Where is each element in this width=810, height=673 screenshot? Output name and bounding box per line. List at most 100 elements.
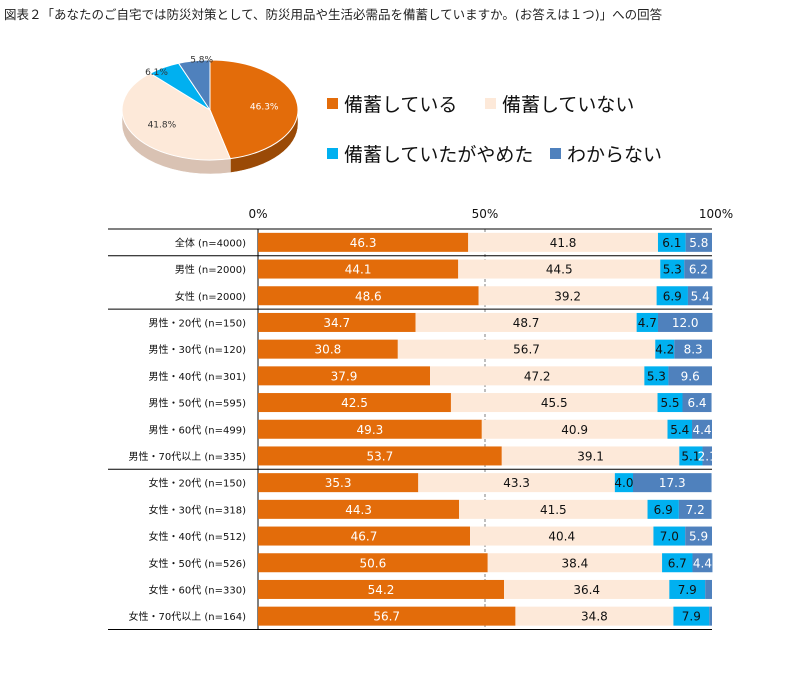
bar-label-6-0: 42.5 <box>341 396 368 410</box>
row-label-12: 女性・50代 (n=526) <box>148 557 246 570</box>
bar-seg-11-1 <box>470 526 654 546</box>
bar-label-7-1: 40.9 <box>561 423 588 437</box>
bar-seg-11-3 <box>685 526 712 546</box>
bar-label-5-0: 37.9 <box>331 369 358 383</box>
bar-label-4-1: 56.7 <box>513 343 540 357</box>
bar-seg-3-0 <box>258 312 416 332</box>
bar-seg-10-3 <box>678 499 712 519</box>
pie-label-0: 46.3% <box>250 102 279 112</box>
pie-label-2: 6.1% <box>145 68 168 78</box>
row-label-13: 女性・60代 (n=330) <box>148 583 246 596</box>
bar-seg-10-0 <box>258 499 460 519</box>
bar-seg-9-1 <box>418 473 615 493</box>
bar-seg-5-0 <box>258 366 431 386</box>
bar-label-2-2: 6.9 <box>663 289 682 303</box>
bar-label-0-1: 41.8 <box>550 236 577 250</box>
bar-seg-4-3 <box>674 339 712 359</box>
row-label-6: 男性・50代 (n=595) <box>148 397 246 410</box>
legend-swatch-2 <box>327 148 338 159</box>
axis-tick-2: 100% <box>699 207 733 221</box>
stacked-bar-chart: 0% 50% 100% 全体 (n=4000) 46.3 41.8 6.1 5.8 男性 (n=… <box>108 207 733 630</box>
row-label-3: 男性・20代 (n=150) <box>148 316 246 329</box>
bar-label-8-3: 2.1 <box>698 449 717 463</box>
bar-label-9-2: 4.0 <box>614 476 633 490</box>
legend-swatch-1 <box>485 98 496 109</box>
bar-label-8-2: 5.1 <box>681 449 700 463</box>
bar-seg-12-0 <box>258 553 488 573</box>
bar-seg-0-1 <box>468 232 658 252</box>
bar-label-4-2: 4.2 <box>655 343 674 357</box>
bar-seg-7-3 <box>692 419 712 439</box>
bar-label-3-0: 34.7 <box>323 316 350 330</box>
pie-slice-0 <box>209 59 299 160</box>
bar-seg-2-1 <box>478 286 657 306</box>
bar-label-2-3: 5.4 <box>691 289 710 303</box>
row-label-10: 女性・30代 (n=318) <box>148 503 246 516</box>
bar-label-2-1: 39.2 <box>554 289 581 303</box>
pie-label-1: 41.8% <box>148 121 177 131</box>
bar-label-0-0: 46.3 <box>350 236 377 250</box>
legend-label-3: わからない <box>567 144 662 166</box>
bar-label-1-2: 5.3 <box>663 263 682 277</box>
bar-seg-5-1 <box>430 366 645 386</box>
bar-label-9-0: 35.3 <box>325 476 352 490</box>
bar-seg-7-2 <box>667 419 693 439</box>
bar-seg-12-3 <box>692 553 713 573</box>
legend-label-0: 備蓄している <box>344 94 457 116</box>
bar-seg-9-2 <box>614 473 634 493</box>
bar-seg-9-3 <box>633 473 712 493</box>
bar-label-2-0: 48.6 <box>355 289 382 303</box>
bar-label-12-0: 50.6 <box>360 556 387 570</box>
row-label-2: 女性 (n=2000) <box>175 290 246 303</box>
bar-seg-6-3 <box>682 393 712 413</box>
bar-seg-7-1 <box>481 419 668 439</box>
bar-seg-14-1 <box>515 606 674 626</box>
bar-label-4-0: 30.8 <box>315 343 342 357</box>
pie-label-3: 5.8% <box>190 56 213 66</box>
bar-seg-1-3 <box>684 259 713 279</box>
pie-chart: 46.3% 41.8% 6.1% 5.8% <box>121 56 299 175</box>
bar-label-7-3: 4.4 <box>692 423 711 437</box>
bar-seg-13-0 <box>258 579 505 599</box>
bar-seg-6-0 <box>258 393 451 413</box>
bar-label-12-3: 4.4 <box>693 556 712 570</box>
bar-seg-13-2 <box>669 579 706 599</box>
bar-label-5-3: 9.6 <box>681 369 700 383</box>
bar-label-10-3: 7.2 <box>686 503 705 517</box>
bar-seg-13-3 <box>705 579 712 599</box>
legend-swatch-3 <box>550 148 561 159</box>
bar-label-11-1: 40.4 <box>548 530 575 544</box>
axis-tick-0: 0% <box>248 207 267 221</box>
row-label-1: 男性 (n=2000) <box>175 263 246 276</box>
bar-seg-10-2 <box>647 499 679 519</box>
bar-label-3-1: 48.7 <box>513 316 540 330</box>
bar-seg-7-0 <box>258 419 482 439</box>
bar-seg-14-3 <box>709 606 712 626</box>
row-label-7: 男性・60代 (n=499) <box>148 423 246 436</box>
bar-label-11-3: 5.9 <box>689 530 708 544</box>
bar-seg-4-1 <box>397 339 656 359</box>
bar-label-7-0: 49.3 <box>357 423 384 437</box>
bar-label-13-0: 54.2 <box>368 583 395 597</box>
bar-seg-3-2 <box>636 312 658 332</box>
figure-title: 図表２「あなたのご自宅では防災対策として、防災用品や生活必需品を備蓄していますか… <box>4 7 663 22</box>
bar-seg-3-1 <box>415 312 637 332</box>
bar-label-5-1: 47.2 <box>524 369 551 383</box>
bar-label-9-1: 43.3 <box>503 476 530 490</box>
row-label-5: 男性・40代 (n=301) <box>148 370 246 383</box>
bar-label-1-3: 6.2 <box>689 263 708 277</box>
bar-label-6-1: 45.5 <box>541 396 568 410</box>
bar-seg-0-3 <box>685 232 712 252</box>
bar-seg-3-3 <box>657 312 713 332</box>
bar-seg-8-0 <box>258 446 502 466</box>
row-label-11: 女性・40代 (n=512) <box>148 530 246 543</box>
bar-seg-8-2 <box>679 446 703 466</box>
bar-seg-11-2 <box>653 526 686 546</box>
bar-seg-14-2 <box>673 606 710 626</box>
row-label-8: 男性・70代以上 (n=335) <box>128 450 246 463</box>
bar-label-1-1: 44.5 <box>546 263 573 277</box>
bar-seg-8-3 <box>702 446 712 466</box>
bar-seg-0-2 <box>657 232 686 252</box>
bar-seg-10-1 <box>459 499 648 519</box>
